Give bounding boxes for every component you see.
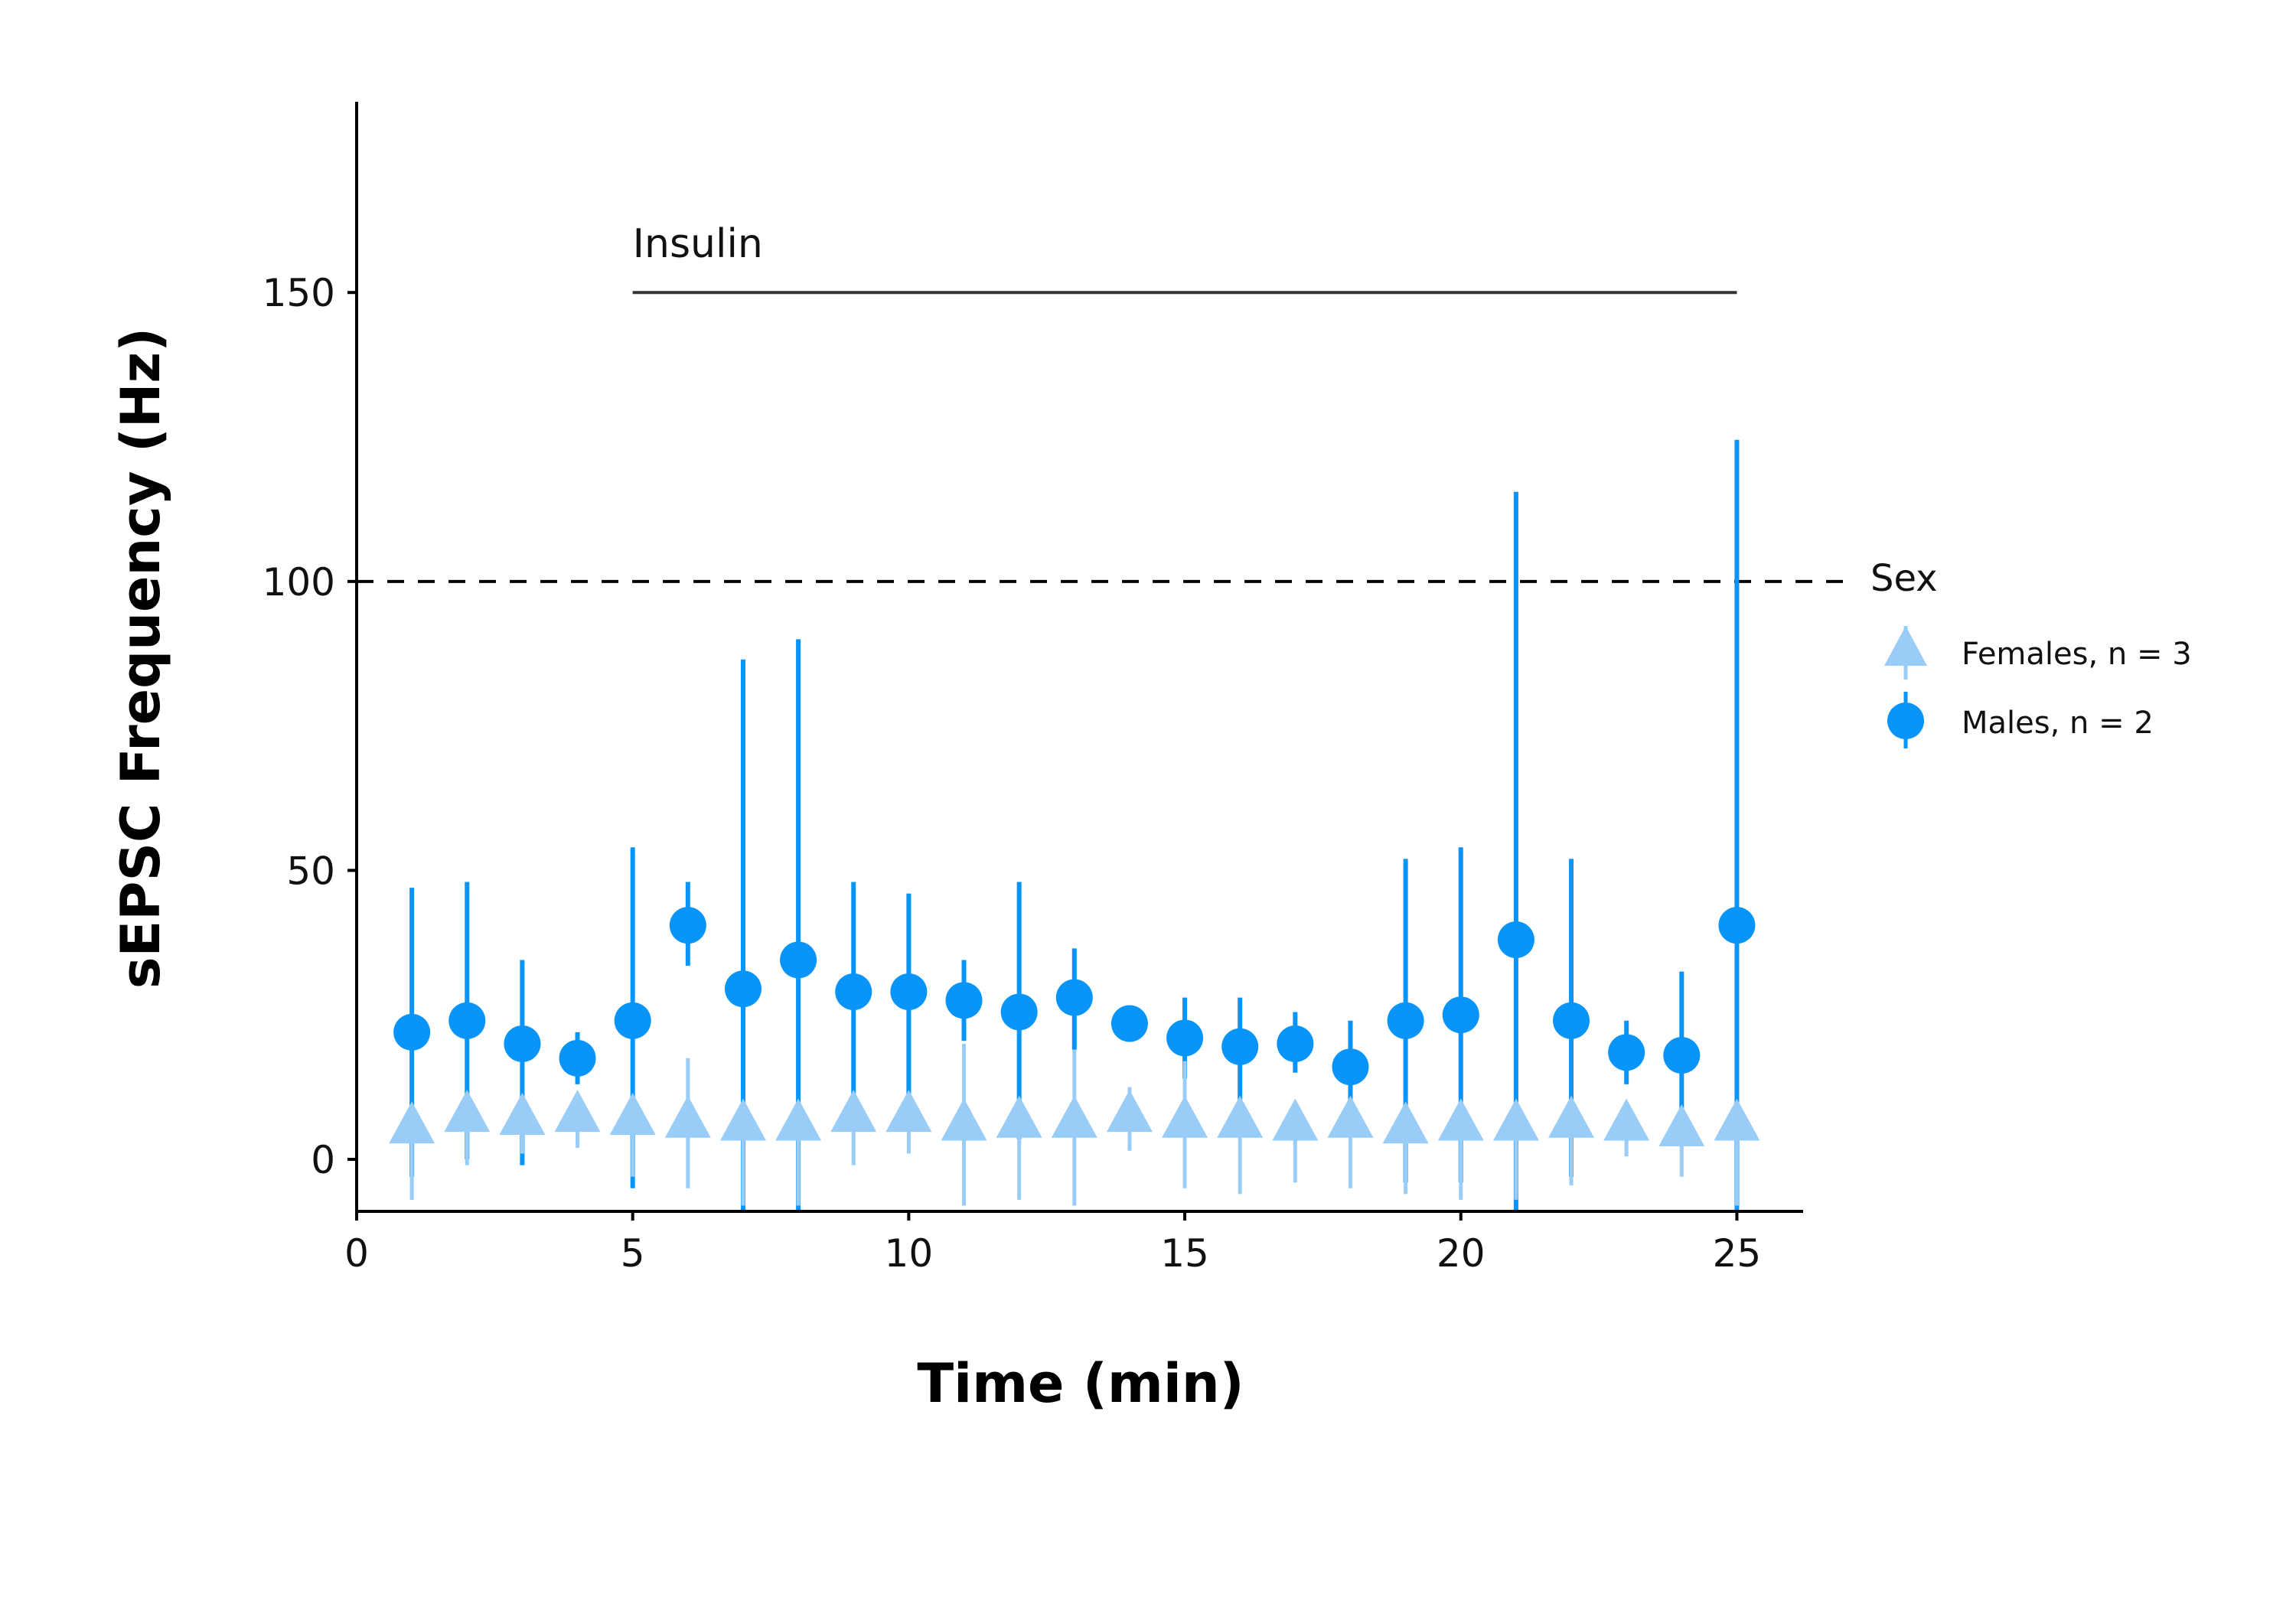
male-point — [1718, 907, 1756, 944]
insulin-label: Insulin — [633, 221, 763, 267]
male-point — [448, 1002, 486, 1039]
female-point — [1714, 1098, 1760, 1141]
x-tick-label: 0 — [344, 1231, 369, 1276]
male-point — [1387, 1002, 1424, 1039]
male-point — [393, 1013, 431, 1051]
x-tick-label: 15 — [1160, 1231, 1209, 1276]
female-point — [775, 1098, 822, 1141]
male-point — [504, 1025, 541, 1062]
male-point — [1332, 1048, 1369, 1086]
male-point — [1110, 1005, 1148, 1042]
female-point — [1051, 1095, 1097, 1138]
x-tick-label: 5 — [621, 1231, 645, 1276]
male-point — [669, 907, 706, 944]
female-point — [830, 1090, 877, 1133]
female-point — [554, 1090, 601, 1133]
legend-males-marker — [1887, 702, 1924, 739]
y-tick-label: 100 — [263, 560, 335, 605]
female-point — [664, 1095, 711, 1138]
male-point — [614, 1002, 651, 1039]
female-point — [719, 1098, 766, 1141]
y-axis-title: sEPSC Frequency (Hz) — [109, 328, 172, 989]
male-point — [1553, 1002, 1590, 1039]
male-point — [1497, 921, 1534, 959]
male-point — [835, 973, 872, 1011]
y-tick-label: 0 — [311, 1138, 335, 1182]
male-point — [1166, 1019, 1204, 1057]
female-point — [1162, 1095, 1208, 1138]
male-point — [1055, 979, 1093, 1016]
male-point — [724, 970, 762, 1008]
legend-females-marker — [1884, 626, 1927, 666]
legend-males-label: Males, n = 2 — [1962, 706, 2154, 741]
axis-ticks: 0 5 10 15 20 25 0 50 100 150 — [263, 271, 1762, 1276]
male-point — [1277, 1025, 1314, 1062]
legend-item-females: Females, n = 3 — [1884, 626, 2192, 680]
female-point — [1217, 1095, 1264, 1138]
male-point — [945, 982, 983, 1019]
male-point — [559, 1039, 596, 1077]
legend-title: Sex — [1870, 557, 1938, 600]
female-point — [941, 1098, 987, 1141]
male-point — [1442, 996, 1479, 1034]
male-point — [1608, 1034, 1645, 1071]
x-tick-label: 10 — [885, 1231, 934, 1276]
female-point — [389, 1101, 435, 1144]
female-point — [1492, 1098, 1539, 1141]
x-tick-label: 25 — [1713, 1231, 1762, 1276]
female-point — [885, 1090, 932, 1133]
plot-area — [357, 439, 1852, 1211]
male-point — [890, 973, 928, 1011]
female-point — [1658, 1104, 1705, 1147]
x-axis-title: Time (min) — [917, 1352, 1244, 1415]
y-tick-label: 50 — [286, 849, 335, 893]
legend-item-males: Males, n = 2 — [1887, 692, 2154, 748]
male-point — [780, 941, 817, 979]
female-point — [1603, 1098, 1650, 1141]
x-tick-label: 20 — [1437, 1231, 1486, 1276]
female-point — [1106, 1090, 1153, 1133]
female-point — [444, 1090, 491, 1133]
insulin-annotation: Insulin — [632, 221, 1737, 295]
female-point — [499, 1092, 546, 1135]
female-point — [1548, 1095, 1595, 1138]
female-point — [1272, 1098, 1319, 1141]
male-point — [1663, 1037, 1701, 1074]
legend-females-label: Females, n = 3 — [1962, 637, 2192, 672]
female-point — [1437, 1098, 1484, 1141]
legend: Sex Females, n = 3 Males, n = 2 — [1870, 557, 2192, 748]
male-point — [1221, 1028, 1259, 1065]
male-point — [1000, 993, 1038, 1031]
female-point — [1327, 1095, 1374, 1138]
female-point — [996, 1095, 1042, 1138]
female-point — [609, 1092, 656, 1135]
female-point — [1382, 1101, 1429, 1144]
y-tick-label: 150 — [263, 271, 335, 315]
